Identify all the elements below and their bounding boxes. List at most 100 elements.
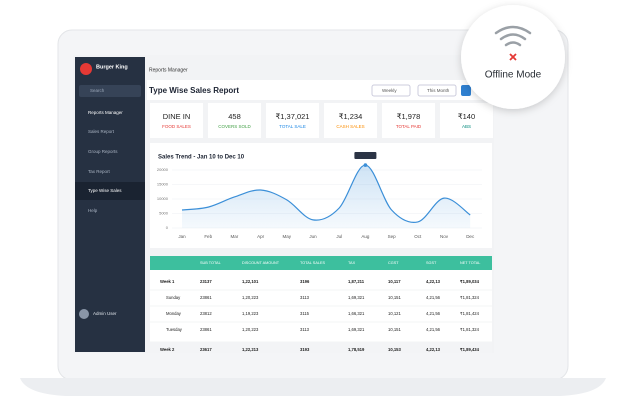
- user-name: Admin User: [93, 311, 117, 316]
- filter-label: Weekly: [382, 88, 397, 93]
- card-label: TOTAL PAID: [396, 124, 422, 129]
- table-cell: Week 2: [160, 347, 175, 352]
- table-cell: 4,21,56: [426, 327, 441, 332]
- y-tick-label: 15000: [157, 182, 169, 187]
- active-item: [75, 182, 145, 200]
- column-header: TAX: [348, 261, 356, 265]
- stat-card: [382, 103, 435, 138]
- column-header: NET TOTAL: [460, 261, 480, 265]
- table-cell: 4,22,13: [426, 347, 441, 352]
- column-header: SUB TOTAL: [200, 261, 221, 265]
- table-cell: 3115: [300, 311, 310, 316]
- table-cell: Week 1: [160, 279, 175, 284]
- apply-button[interactable]: [461, 85, 471, 96]
- stat-card: [324, 103, 377, 138]
- tooltip: [354, 152, 377, 159]
- y-tick-label: 0: [166, 225, 169, 230]
- offline-cross: [509, 53, 517, 61]
- x-tick-label: Apr: [257, 234, 265, 239]
- x-tick-label: Feb: [204, 234, 212, 239]
- table-cell: 1,87,211: [348, 279, 365, 284]
- sidebar-item[interactable]: Type Wise Sales: [88, 188, 122, 193]
- stat-card: [440, 103, 493, 138]
- stat-card: [266, 103, 319, 138]
- card-label: COVERS SOLD: [218, 124, 251, 129]
- table-cell: 3113: [300, 295, 310, 300]
- user-avatar: [79, 309, 89, 319]
- table-cell: Monday: [166, 311, 182, 316]
- table-cell: 10,153: [388, 347, 401, 352]
- x-tick-label: Mar: [231, 234, 239, 239]
- brand-logo: [80, 63, 92, 75]
- table-cell: 10,117: [388, 279, 401, 284]
- filter[interactable]: [417, 84, 457, 97]
- column-header: TOTAL SALES: [300, 261, 326, 265]
- column-header: SGST: [426, 261, 437, 265]
- search-box[interactable]: [79, 85, 141, 97]
- table-cell: 23861: [200, 295, 212, 300]
- y-tick-label: 10000: [157, 196, 169, 201]
- sidebar-item[interactable]: Help: [88, 208, 98, 213]
- trend-area: [182, 165, 471, 228]
- table-cell: Sunday: [166, 295, 181, 300]
- table-cell: 23812: [200, 311, 212, 316]
- sidebar-item[interactable]: Reports Manager: [88, 110, 123, 115]
- peak-point: [363, 163, 368, 167]
- table-cell: ₹1,81,324: [460, 295, 480, 300]
- table-cell: 10,121: [388, 311, 401, 316]
- stat-card: [208, 103, 261, 138]
- breadcrumb: Reports Manager: [149, 67, 188, 73]
- table-cell: ₹1,81,424: [460, 311, 480, 316]
- card-label: TOTAL SALE: [279, 124, 306, 129]
- table-cell: ₹1,89,034: [460, 279, 480, 284]
- page-title: Type Wise Sales Report: [149, 86, 239, 95]
- table-cell: Tuesday: [166, 327, 183, 332]
- x-tick-label: Jun: [309, 234, 317, 239]
- offline-label: Offline Mode: [485, 70, 542, 81]
- card-label: CASH SALES: [336, 124, 364, 129]
- table-cell: 3193: [300, 347, 310, 352]
- card-value: ₹1,37,021: [276, 112, 310, 121]
- card-value: ₹1,234: [339, 112, 363, 121]
- brand-name: Burger King: [96, 64, 128, 70]
- table-cell: 10,151: [388, 327, 401, 332]
- card-value: 458: [228, 112, 241, 121]
- x-tick-label: Dec: [466, 234, 475, 239]
- card-label: FOOD SALES: [162, 124, 191, 129]
- x-tick-label: Nov: [440, 234, 449, 239]
- table-cell: ₹1,81,324: [460, 327, 480, 332]
- x-tick-label: Oct: [414, 234, 422, 239]
- table-cell: 1,69,321: [348, 295, 365, 300]
- wifi-icon: [494, 25, 532, 47]
- chart-title: Sales Trend - Jan 10 to Dec 10: [158, 155, 245, 161]
- table-cell: 4,21,56: [426, 311, 441, 316]
- sidebar-item[interactable]: Group Reports: [88, 149, 118, 154]
- table-cell: 1,66,321: [348, 311, 365, 316]
- x-tick-label: Aug: [361, 234, 370, 239]
- column-header: CGST: [388, 261, 399, 265]
- table-cell: 1,22,213: [242, 347, 259, 352]
- search-placeholder: Search: [90, 88, 105, 93]
- card-label: ABS: [462, 124, 471, 129]
- table-cell: 3113: [300, 327, 310, 332]
- sidebar: [75, 57, 145, 352]
- table-cell: 1,22,101: [242, 279, 259, 284]
- trend-line: [181, 164, 471, 223]
- table-cell: 4,22,13: [426, 279, 441, 284]
- x-tick-label: May: [283, 234, 292, 239]
- card-value: ₹1,978: [397, 112, 421, 121]
- card-value: DINE IN: [163, 112, 191, 121]
- y-tick-label: 20000: [157, 167, 169, 172]
- y-tick-label: 5000: [159, 211, 169, 216]
- x-tick-label: Jan: [178, 234, 186, 239]
- table-cell: 23861: [200, 327, 212, 332]
- sidebar-item[interactable]: Sales Report: [88, 129, 115, 134]
- filter-label: This Month: [427, 88, 450, 93]
- x-tick-label: Jul: [336, 234, 342, 239]
- laptop-base: [20, 378, 606, 396]
- filter[interactable]: [371, 84, 411, 97]
- stat-card: [150, 103, 203, 138]
- chart-panel: [150, 143, 492, 248]
- sidebar-item[interactable]: Tax Report: [88, 169, 111, 174]
